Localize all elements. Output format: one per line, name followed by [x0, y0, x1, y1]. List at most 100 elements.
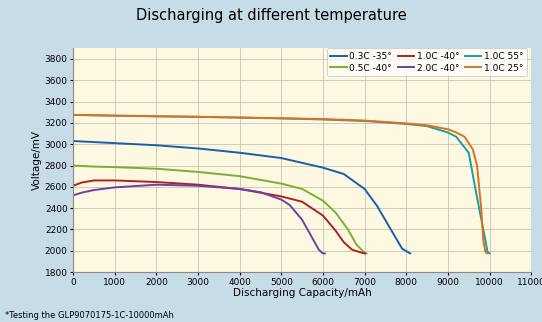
0.3C -35°: [320, 166, 326, 170]
0.5C -40°: [362, 251, 368, 255]
1.0C 55°: [484, 250, 491, 254]
0.3C -35°: [374, 204, 380, 208]
1.0C -40°: [91, 178, 97, 182]
2.0C -40°: [91, 188, 97, 192]
1.0C 55°: [362, 119, 368, 123]
1.0C 55°: [486, 251, 493, 255]
1.0C 55°: [474, 195, 480, 199]
0.5C -40°: [345, 228, 351, 232]
0.5C -40°: [299, 187, 305, 191]
1.0C -40°: [357, 251, 364, 254]
2.0C -40°: [299, 218, 305, 222]
Text: Discharging at different temperature: Discharging at different temperature: [136, 8, 406, 23]
1.0C 55°: [153, 114, 160, 118]
2.0C -40°: [315, 248, 322, 252]
0.3C -35°: [340, 172, 347, 176]
0.3C -35°: [195, 147, 201, 150]
1.0C 55°: [320, 118, 326, 121]
0.5C -40°: [195, 170, 201, 174]
2.0C -40°: [307, 233, 314, 237]
2.0C -40°: [153, 183, 160, 187]
0.3C -35°: [399, 247, 405, 251]
1.0C 25°: [278, 116, 285, 120]
1.0C -40°: [349, 248, 356, 252]
1.0C -40°: [236, 187, 243, 191]
1.0C 55°: [482, 238, 488, 242]
2.0C -40°: [320, 251, 326, 255]
0.3C -35°: [112, 141, 118, 145]
0.5C -40°: [153, 167, 160, 171]
1.0C -40°: [340, 240, 347, 244]
2.0C -40°: [278, 198, 285, 202]
1.0C -40°: [195, 183, 201, 187]
1.0C 25°: [153, 114, 160, 118]
1.0C -40°: [299, 200, 305, 204]
Line: 1.0C 25°: 1.0C 25°: [73, 115, 487, 253]
2.0C -40°: [286, 203, 293, 207]
1.0C 25°: [424, 123, 430, 127]
1.0C 55°: [70, 113, 76, 117]
1.0C 25°: [236, 116, 243, 119]
1.0C 25°: [320, 117, 326, 121]
1.0C 55°: [236, 116, 243, 119]
0.5C -40°: [320, 199, 326, 203]
1.0C 25°: [70, 113, 76, 117]
1.0C 55°: [278, 117, 285, 120]
1.0C -40°: [362, 251, 369, 255]
0.5C -40°: [70, 164, 76, 167]
1.0C -40°: [278, 194, 285, 198]
1.0C -40°: [70, 184, 76, 188]
Y-axis label: Voltage/mV: Voltage/mV: [32, 130, 42, 190]
0.3C -35°: [362, 187, 368, 191]
0.3C -35°: [236, 151, 243, 155]
2.0C -40°: [112, 185, 118, 189]
1.0C 25°: [444, 128, 451, 131]
Text: *Testing the GLP9070175-1C-10000mAh: *Testing the GLP9070175-1C-10000mAh: [5, 311, 175, 320]
0.3C -35°: [153, 143, 160, 147]
Line: 0.5C -40°: 0.5C -40°: [73, 166, 367, 253]
1.0C 55°: [453, 135, 460, 139]
1.0C 55°: [195, 115, 201, 119]
0.5C -40°: [364, 251, 370, 255]
1.0C 55°: [424, 124, 430, 128]
0.5C -40°: [353, 242, 359, 246]
1.0C 25°: [474, 164, 480, 167]
1.0C 55°: [112, 114, 118, 118]
2.0C -40°: [322, 251, 328, 255]
2.0C -40°: [78, 191, 85, 194]
1.0C -40°: [112, 178, 118, 182]
1.0C 25°: [469, 147, 476, 151]
1.0C 25°: [461, 135, 468, 139]
2.0C -40°: [236, 187, 243, 191]
Legend: 0.3C -35°, 0.5C -40°, 1.0C -40°, 2.0C -40°, 1.0C 55°, 1.0C 25°: 0.3C -35°, 0.5C -40°, 1.0C -40°, 2.0C -4…: [327, 48, 527, 76]
0.5C -40°: [332, 211, 339, 214]
1.0C -40°: [332, 229, 339, 232]
0.3C -35°: [386, 225, 393, 229]
1.0C 25°: [453, 130, 460, 134]
0.5C -40°: [91, 165, 97, 168]
Line: 1.0C -40°: 1.0C -40°: [73, 180, 365, 253]
0.3C -35°: [405, 251, 411, 254]
0.3C -35°: [407, 251, 414, 255]
0.5C -40°: [278, 182, 285, 185]
Line: 1.0C 55°: 1.0C 55°: [73, 115, 489, 253]
0.5C -40°: [112, 165, 118, 169]
1.0C 55°: [444, 130, 451, 134]
1.0C 55°: [403, 122, 410, 126]
0.3C -35°: [278, 156, 285, 160]
2.0C -40°: [70, 194, 76, 197]
X-axis label: Discharging Capacity/mAh: Discharging Capacity/mAh: [233, 288, 371, 298]
1.0C 25°: [482, 250, 488, 254]
1.0C 55°: [466, 151, 472, 155]
1.0C -40°: [320, 214, 326, 218]
1.0C 25°: [480, 238, 487, 242]
1.0C 25°: [112, 114, 118, 118]
2.0C -40°: [195, 184, 201, 188]
1.0C 25°: [403, 121, 410, 125]
1.0C 25°: [362, 118, 368, 122]
0.3C -35°: [91, 140, 97, 144]
Line: 0.3C -35°: 0.3C -35°: [73, 141, 410, 253]
Line: 2.0C -40°: 2.0C -40°: [73, 185, 325, 253]
1.0C 25°: [195, 115, 201, 118]
0.3C -35°: [70, 139, 76, 143]
